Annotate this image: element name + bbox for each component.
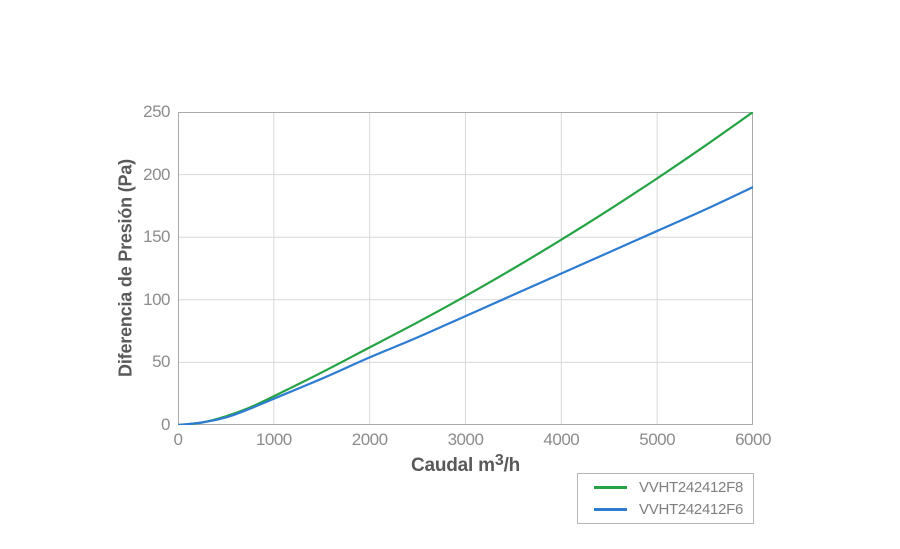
x-tick-label: 3000 <box>447 430 484 449</box>
y-axis-title: Diferencia de Presión (Pa) <box>115 159 136 377</box>
x-axis-title: Caudal m3/h <box>178 452 753 477</box>
y-tick-label: 50 <box>152 352 170 372</box>
x-tick-label: 2000 <box>351 430 388 449</box>
legend-label: VVHT242412F8 <box>639 479 743 496</box>
x-tick-label: 4000 <box>543 430 580 449</box>
legend-item-VVHT242412F8[interactable]: VVHT242412F8 <box>588 479 743 496</box>
x-axis-title-suffix: /h <box>503 455 521 476</box>
series-curve-VVHT242412F6 <box>178 186 753 425</box>
y-tick-label: 250 <box>143 102 170 121</box>
legend-label: VVHT242412F6 <box>639 501 743 518</box>
x-axis-title-superscript: 3 <box>494 452 504 469</box>
legend-line-sample <box>594 486 628 489</box>
legend-item-VVHT242412F6[interactable]: VVHT242412F6 <box>588 501 743 518</box>
x-tick-label: 5000 <box>639 430 676 449</box>
y-tick-label: 100 <box>143 289 170 309</box>
legend-box: VVHT242412F8 VVHT242412F6 <box>577 473 754 524</box>
x-tick-label: 6000 <box>735 430 771 449</box>
y-tick-label: 0 <box>161 415 170 434</box>
series-curve-VVHT242412F8 <box>178 112 753 425</box>
plot-area <box>178 112 753 425</box>
x-axis-title-prefix: Caudal m <box>410 455 495 476</box>
legend-line-sample <box>594 508 628 511</box>
x-tick-label: 0 <box>173 430 183 449</box>
y-tick-label: 150 <box>143 227 170 247</box>
y-tick-label: 200 <box>143 164 170 184</box>
plot-svg <box>178 112 753 425</box>
x-tick-label: 1000 <box>255 430 292 449</box>
plot-border <box>178 112 753 425</box>
